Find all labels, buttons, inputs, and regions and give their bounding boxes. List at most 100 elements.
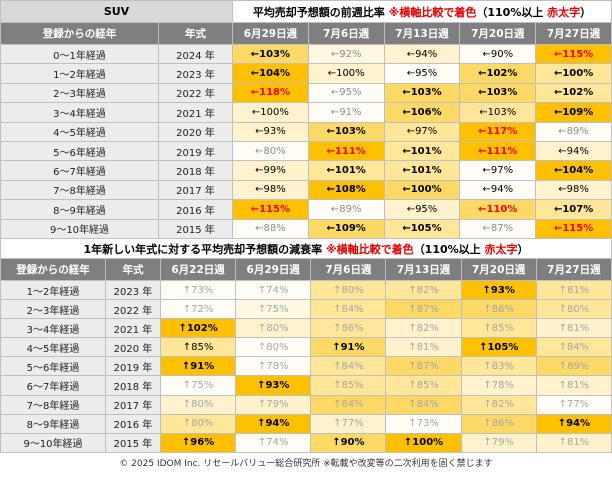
age-cell: 2〜3年経過 [0,299,106,320]
title-part: 1年新しい年式に対する平均売却予想額の減衰率 [83,242,326,256]
ratio-cell: ←89% [307,199,385,220]
ratio-cell: ↑105% [460,337,537,358]
age-cell: 5〜6年経過 [0,140,159,162]
ratio-cell: ←97% [459,160,537,181]
year-cell: 2021 年 [158,102,233,123]
age-cell: 2〜3年経過 [0,82,159,104]
ratio-cell: ←95% [307,82,385,104]
ratio-cell: ↑84% [385,394,462,415]
ratio-cell: ←104% [232,63,309,84]
data-row: 2〜3年経過 2022 年 ↑72% ↑75% ↑84% ↑87% ↑86% ↑80% [0,299,612,320]
ratio-cell: ↑79% [460,432,537,453]
data-row: 8〜9年経過 2016 年 ↑80% ↑94% ↑77% ↑73% ↑86% ↑94% [0,413,612,434]
ratio-cell: ↑75% [159,375,237,396]
column-header: 年式 [158,22,233,45]
year-cell: 2017 年 [105,394,161,415]
ratio-cell: ↑91% [310,337,387,358]
data-row: 7〜8年経過 2017 年 ↑80% ↑79% ↑84% ↑84% ↑82% ↑77% [0,394,612,415]
age-cell: 6〜7年経過 [0,375,106,396]
year-cell: 2020 年 [158,121,233,142]
ratio-cell: ↑80% [310,279,387,301]
ratio-cell: ←92% [307,43,385,65]
column-header: 年式 [105,258,161,281]
ratio-cell: ←101% [383,140,461,162]
column-header: 7月27日週 [535,22,612,45]
ratio-cell: ←100% [383,179,461,201]
ratio-cell: ←94% [535,140,612,162]
ratio-cell: ←118% [232,82,309,104]
ratio-cell: ←107% [535,199,612,220]
ratio-cell: ←100% [535,63,612,84]
ratio-cell: ↑84% [535,337,612,358]
age-cell: 9〜10年経過 [0,432,106,453]
title-part: ※横軸比較で着色 [388,5,477,19]
ratio-cell: ←94% [459,179,537,201]
ratio-cell: ←103% [307,121,385,142]
ratio-cell: ↑80% [159,413,237,434]
age-cell: 7〜8年経過 [0,179,159,201]
ratio-cell: ←103% [459,82,537,104]
ratio-cell: ←99% [232,160,309,181]
ratio-cell: ↑82% [385,318,462,339]
ratio-cell: ←109% [307,218,385,239]
year-cell: 2023 年 [105,279,161,301]
ratio-cell: ↑94% [235,413,312,434]
ratio-cell: ↑77% [535,394,612,415]
ratio-cell: ←100% [307,63,385,84]
title-part: （110%以上 [413,242,485,256]
column-header: 6月29日週 [235,258,312,281]
data-row: 5〜6年経過 2019 年 ↑91% ↑78% ↑84% ↑87% ↑83% ↑89% [0,356,612,377]
ratio-cell: ↑80% [235,337,312,358]
ratio-cell: ←103% [232,43,309,65]
data-row: 6〜7年経過 2018 年 ↑75% ↑93% ↑85% ↑85% ↑78% ↑81% [0,375,612,396]
title-row: SUV 平均売却予想額の前週比率 ※横軸比較で着色（110%以上 赤太字） [0,0,612,23]
ratio-cell: ←103% [459,102,537,123]
data-row: 6〜7年経過 2018 年 ←99% ←101% ←101% ←97% ←104% [0,160,612,181]
ratio-cell: ←91% [307,102,385,123]
ratio-cell: ↑85% [460,318,537,339]
year-cell: 2015 年 [158,218,233,239]
weekly-ratio-table: SUV 平均売却予想額の前週比率 ※横軸比較で着色（110%以上 赤太字） 登録から… [0,0,612,239]
ratio-cell: ←89% [535,121,612,142]
ratio-cell: ←101% [383,160,461,181]
ratio-cell: ↑75% [235,299,312,320]
ratio-cell: ↑91% [159,356,237,377]
ratio-cell: ↑83% [460,356,537,377]
year-cell: 2022 年 [105,299,161,320]
ratio-cell: ←109% [535,102,612,123]
ratio-cell: ↑74% [235,432,312,453]
ratio-cell: ↑94% [535,413,612,434]
ratio-cell: ←93% [232,121,309,142]
ratio-cell: ←104% [535,160,612,181]
data-row: 9〜10年経過 2015 年 ←88% ←109% ←105% ←87% ←115% [0,218,612,239]
ratio-cell: ←95% [383,63,461,84]
year-cell: 2017 年 [158,179,233,201]
ratio-cell: ←102% [459,63,537,84]
ratio-cell: ←102% [535,82,612,104]
year-cell: 2021 年 [105,318,161,339]
year-cell: 2015 年 [105,432,161,453]
title-part: 赤太字 [547,5,581,19]
ratio-cell: ←115% [535,43,612,65]
ratio-cell: ↑87% [385,356,462,377]
ratio-cell: ↑81% [535,318,612,339]
ratio-cell: ↑102% [159,318,237,339]
year-cell: 2018 年 [158,160,233,181]
title-part: ） [580,5,592,19]
ratio-cell: ←111% [307,140,385,162]
year-cell: 2020 年 [105,337,161,358]
ratio-cell: ←95% [383,199,461,220]
data-row: 3〜4年経過 2021 年 ↑102% ↑80% ↑86% ↑82% ↑85% ↑81% [0,318,612,339]
year-cell: 2018 年 [105,375,161,396]
ratio-cell: ←98% [535,179,612,201]
year-cell: 2016 年 [158,199,233,220]
ratio-cell: ↑87% [385,299,462,320]
year-cell: 2019 年 [105,356,161,377]
title-part: ※横軸比較で着色 [325,242,414,256]
ratio-cell: ←87% [459,218,537,239]
year-cell: 2024 年 [158,43,233,65]
ratio-cell: ←94% [383,43,461,65]
age-cell: 7〜8年経過 [0,394,106,415]
